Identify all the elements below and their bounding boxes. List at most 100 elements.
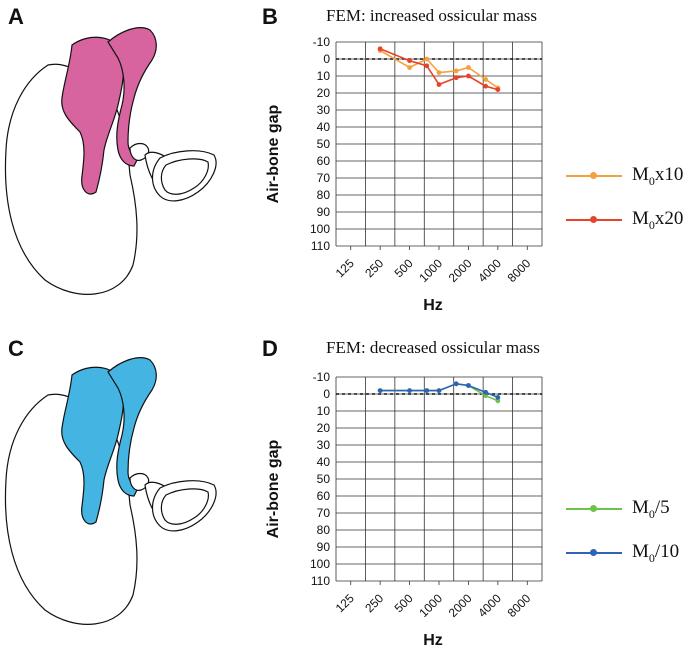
series-2-point	[466, 383, 471, 388]
y-tick-label: 0	[323, 387, 330, 401]
x-tick-label: 2000	[446, 256, 475, 285]
legend-label-base: M	[632, 540, 649, 562]
y-tick-label: 90	[317, 205, 331, 219]
y-tick-label: -10	[313, 370, 331, 384]
y-tick-label: 80	[317, 523, 331, 537]
series-1-point	[436, 70, 442, 75]
y-tick-label: 100	[310, 222, 330, 236]
x-axis-label: Hz	[423, 632, 443, 649]
series-2-point	[407, 58, 412, 64]
series-line-1	[379, 49, 499, 89]
series-2-point	[495, 395, 501, 400]
y-tick-label: 60	[317, 489, 331, 503]
y-tick-label: 10	[317, 69, 331, 83]
y-tick-label: -10	[313, 35, 331, 49]
x-tick-label: 125	[333, 256, 357, 280]
series-2-point	[483, 389, 489, 395]
legend-swatch-2	[566, 216, 622, 223]
y-tick-label: 100	[310, 557, 330, 571]
panel-letter-c: C	[8, 336, 24, 361]
x-tick-label: 500	[392, 591, 416, 615]
y-tick-label: 10	[317, 404, 331, 418]
legend-label-sub: 0	[648, 173, 655, 188]
legend-label-base: M	[632, 496, 649, 518]
x-tick-label: 4000	[475, 591, 504, 620]
legend-label-sub: 0	[648, 506, 655, 521]
legend-label-suffix: x10	[654, 163, 684, 185]
series-2-point	[424, 63, 430, 69]
x-tick-label: 125	[333, 591, 357, 615]
legend-dot	[590, 505, 597, 512]
y-tick-label: 70	[317, 171, 331, 185]
legend-label-2: M0x20	[632, 208, 683, 233]
series-2-point	[495, 87, 501, 92]
series-2-point	[436, 82, 442, 87]
series-1-point	[483, 393, 489, 399]
x-tick-label: 250	[362, 256, 386, 280]
y-tick-label: 50	[317, 472, 331, 486]
series-2-point	[453, 75, 459, 81]
legend-dot	[590, 172, 597, 179]
legend-label-suffix: /5	[654, 496, 670, 518]
legend-entry: M0x10	[566, 163, 685, 189]
panel-letter-a: A	[8, 4, 24, 29]
series-1-point	[424, 56, 430, 62]
y-tick-label: 0	[323, 52, 330, 66]
ossicle-drawing-a	[4, 27, 217, 295]
y-tick-label: 40	[317, 455, 331, 469]
y-tick-label: 70	[317, 506, 331, 520]
legend-label-base: M	[632, 207, 649, 229]
series-1-point	[466, 65, 471, 70]
ossicle-shaded-region	[107, 27, 157, 167]
x-axis-label: Hz	[423, 297, 443, 314]
legend-label-suffix: /10	[654, 540, 680, 562]
y-tick-label: 90	[317, 540, 331, 554]
series-1-point	[453, 68, 459, 74]
y-tick-label: 40	[317, 120, 331, 134]
y-axis-label: Air-bone gap	[265, 104, 282, 203]
x-tick-label: 8000	[505, 256, 534, 285]
panel-letter-b: B	[262, 4, 278, 29]
series-1-point	[483, 77, 489, 82]
legend-label-1: M0x10	[632, 164, 683, 189]
y-axis-label: Air-bone gap	[265, 439, 282, 538]
x-tick-label: 4000	[475, 256, 504, 285]
ossicle-shaded-region	[107, 357, 157, 497]
x-tick-label: 500	[392, 256, 416, 280]
series-2-point	[407, 388, 412, 393]
series-2-point	[466, 73, 471, 79]
legend-b: M0x10 M0x20	[566, 163, 685, 251]
legend-entry: M0x20	[566, 207, 685, 233]
y-tick-label: 20	[317, 86, 331, 100]
y-tick-label: 50	[317, 137, 331, 151]
series-1-point	[407, 65, 412, 70]
y-tick-label: 20	[317, 421, 331, 435]
y-tick-label: 30	[317, 103, 331, 117]
y-tick-label: 110	[311, 239, 330, 253]
series-2-point	[483, 83, 489, 89]
series-line-2	[380, 382, 499, 399]
ossicle-drawing-c	[4, 357, 217, 625]
legend-label-base: M	[632, 163, 649, 185]
legend-swatch-2	[566, 549, 622, 556]
legend-label-1: M0/5	[632, 497, 670, 522]
series-2-point	[377, 388, 383, 393]
legend-entry: M0/5	[566, 496, 685, 522]
legend-entry: M0/10	[566, 540, 685, 566]
series-2-point	[424, 388, 430, 393]
series-2-point	[453, 381, 459, 387]
chart-title-b: FEM: increased ossicular mass	[326, 6, 538, 25]
x-tick-label: 250	[362, 591, 386, 615]
chart-title-d: FEM: decreased ossicular mass	[326, 338, 540, 357]
y-tick-label: 60	[317, 154, 331, 168]
y-tick-label: 30	[317, 438, 331, 452]
x-tick-label: 1000	[416, 256, 445, 285]
legend-swatch-1	[566, 505, 622, 512]
series-2-point	[377, 46, 383, 52]
x-tick-label: 2000	[446, 591, 475, 620]
y-tick-label: 110	[311, 574, 330, 588]
legend-label-sub: 0	[648, 217, 655, 232]
legend-swatch-1	[566, 172, 622, 179]
series-line-2	[379, 48, 499, 91]
